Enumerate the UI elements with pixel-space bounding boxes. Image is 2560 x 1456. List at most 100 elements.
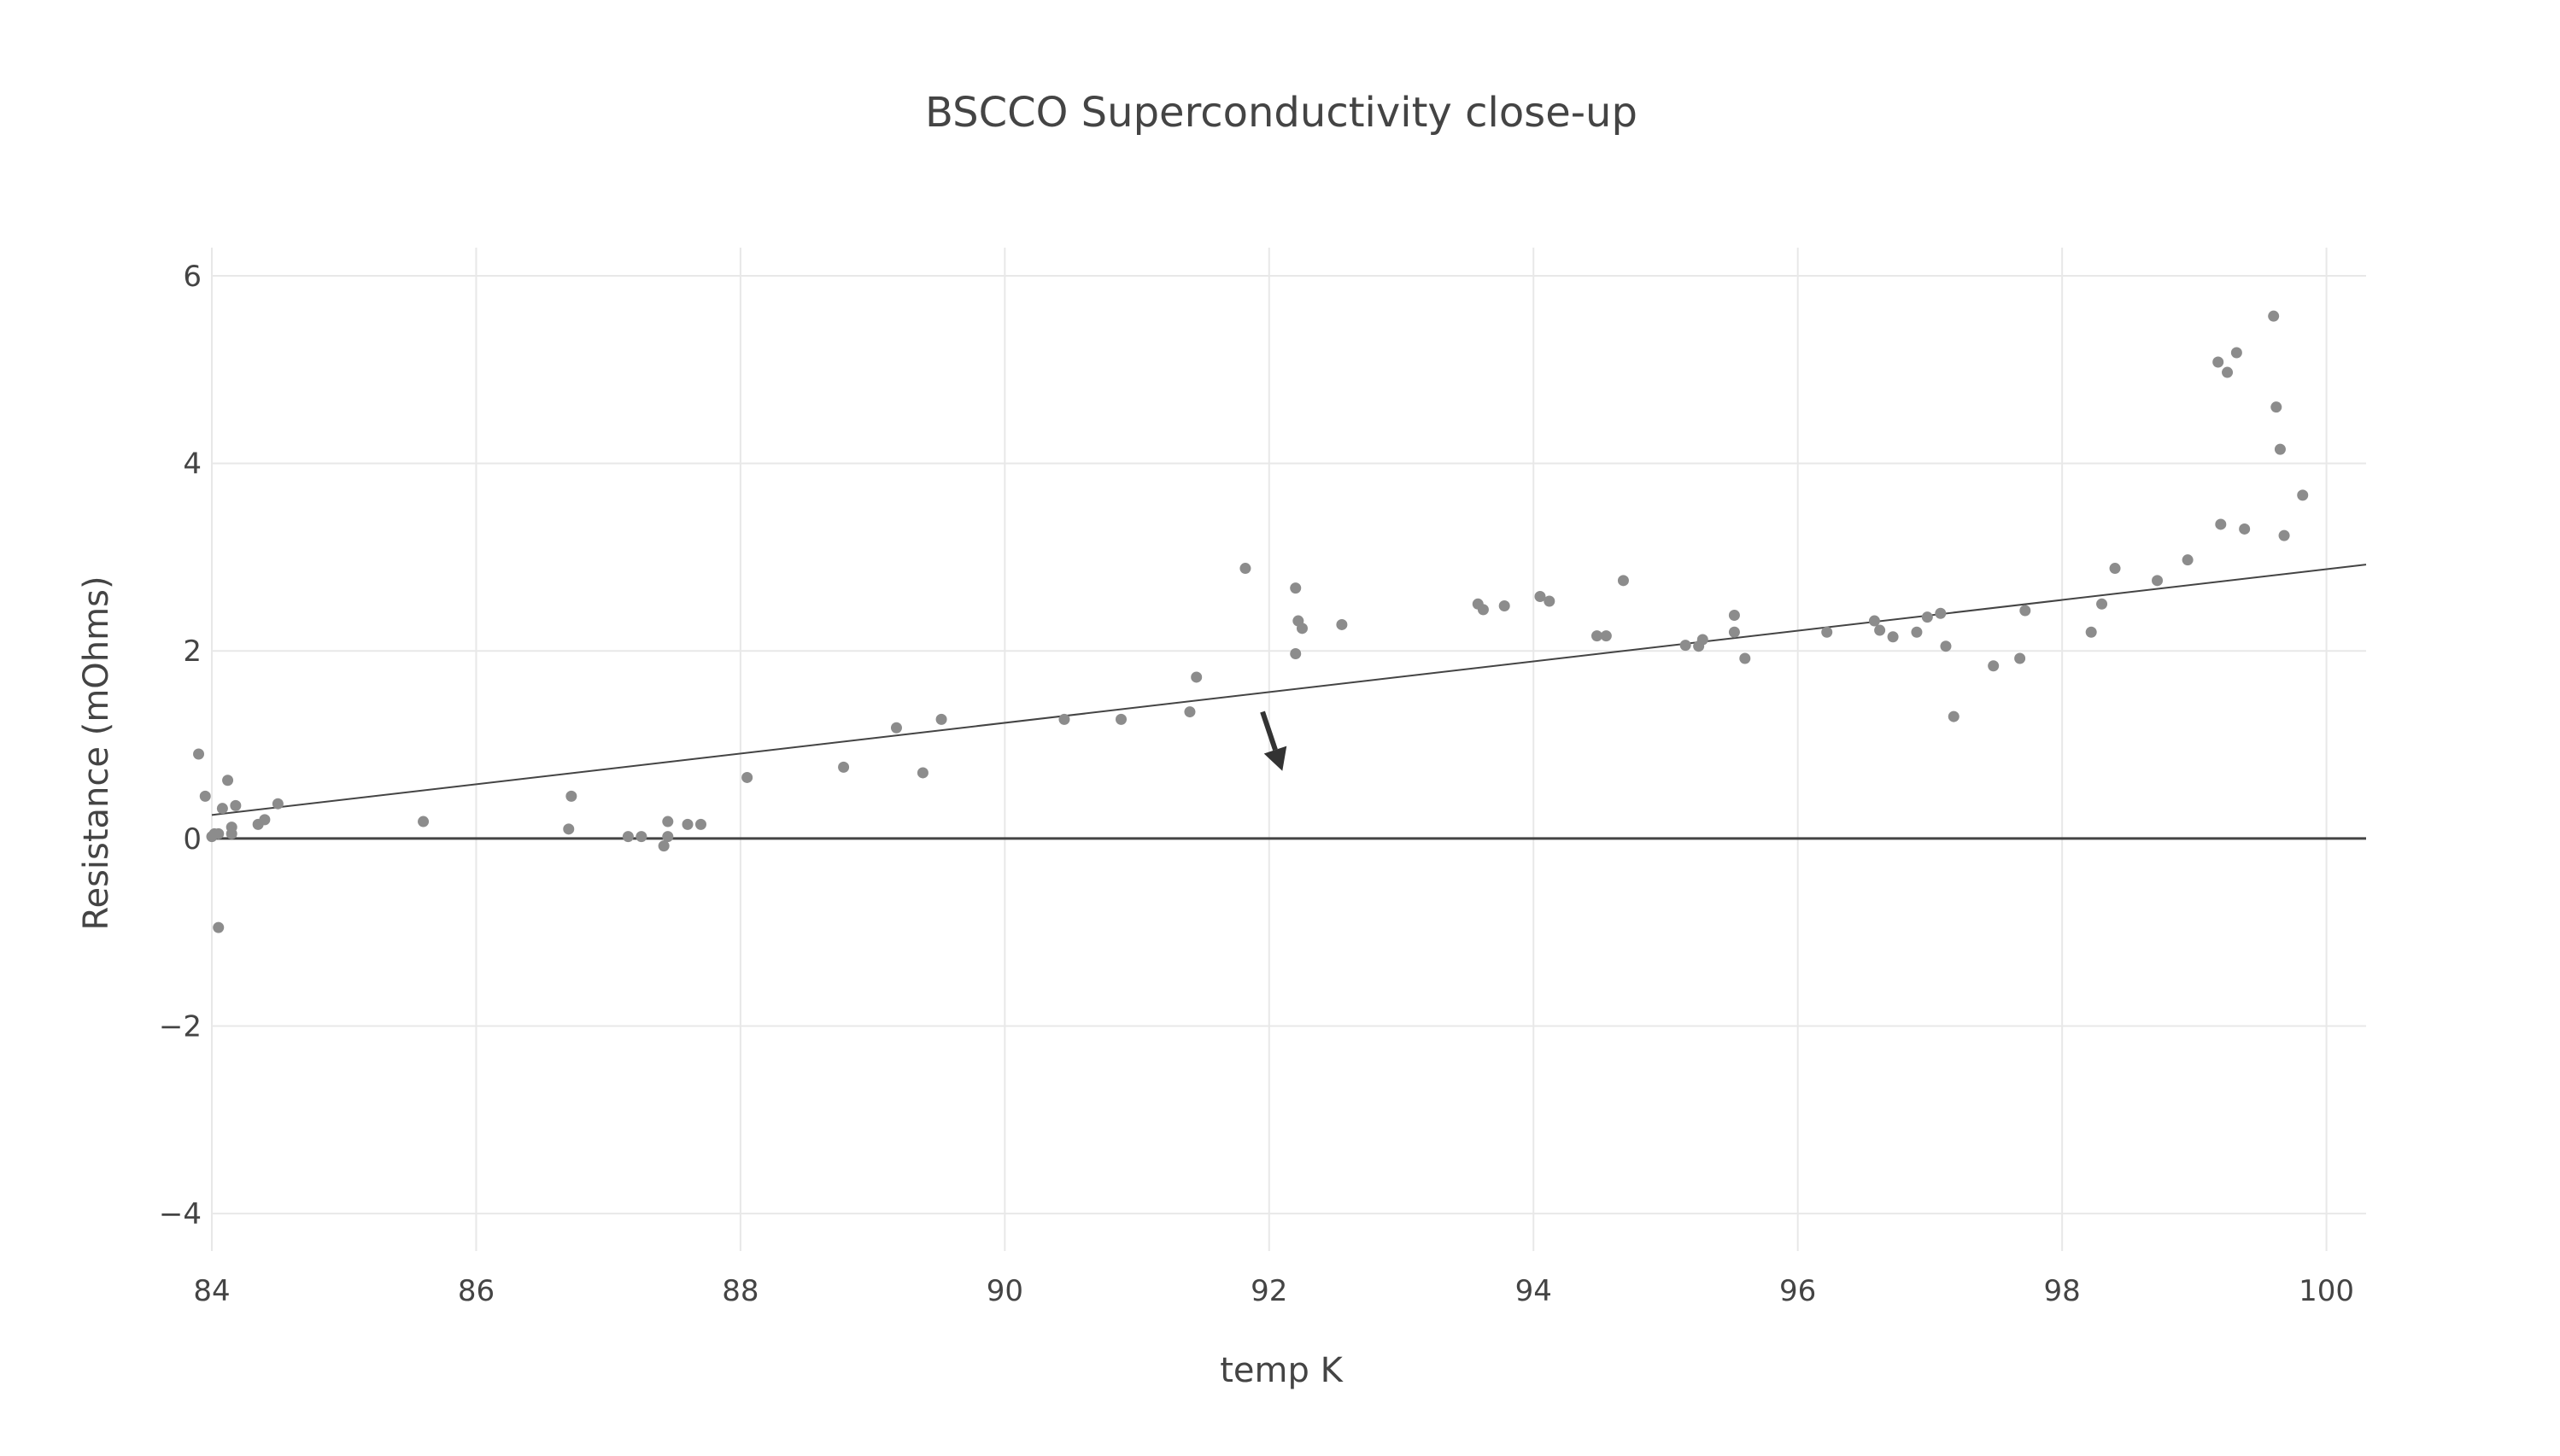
x-tick-label: 90 xyxy=(987,1274,1023,1308)
data-point xyxy=(2019,605,2031,617)
x-tick-label: 84 xyxy=(193,1274,230,1308)
y-tick-label: 4 xyxy=(183,447,202,482)
data-point xyxy=(213,827,225,839)
data-point xyxy=(199,790,211,802)
data-point xyxy=(1336,618,1348,630)
data-point xyxy=(662,816,674,827)
y-tick-label: −4 xyxy=(159,1197,202,1231)
data-point xyxy=(1728,609,1740,621)
x-tick-label: 92 xyxy=(1251,1274,1287,1308)
data-point xyxy=(662,831,674,843)
y-tick-label: 2 xyxy=(183,634,202,669)
x-tick-label: 86 xyxy=(458,1274,495,1308)
annotation-arrow-shaft xyxy=(1260,710,1278,751)
data-point xyxy=(2270,401,2282,413)
data-point xyxy=(1696,634,1708,646)
data-point xyxy=(1874,624,1886,636)
data-point xyxy=(1191,671,1203,683)
x-tick-label: 98 xyxy=(2044,1274,2081,1308)
data-point xyxy=(563,823,575,835)
x-tick-label: 88 xyxy=(722,1274,759,1308)
trendline-layer xyxy=(211,564,2367,816)
data-point xyxy=(935,713,947,725)
data-point xyxy=(1739,652,1751,664)
data-point xyxy=(2230,347,2242,359)
data-point xyxy=(2268,310,2280,322)
data-point xyxy=(216,803,228,815)
data-point xyxy=(1290,647,1302,659)
data-point xyxy=(272,798,284,810)
data-point xyxy=(2274,443,2286,455)
y-tick-label: −2 xyxy=(159,1009,202,1044)
data-point xyxy=(1058,713,1070,725)
data-point xyxy=(1296,623,1308,634)
data-point xyxy=(1821,626,1833,638)
data-point xyxy=(1591,630,1603,642)
x-tick-labels: 84 86 88 90 92 94 96 98 100 xyxy=(193,1274,2354,1308)
trendline xyxy=(211,564,2367,816)
data-point xyxy=(1935,607,1947,619)
data-point xyxy=(1911,626,1923,638)
chart-title: BSCCO Superconductivity close-up xyxy=(925,89,1637,137)
data-point xyxy=(1988,660,2000,672)
y-tick-label: 0 xyxy=(183,822,202,857)
data-point xyxy=(1679,640,1691,652)
annotation-arrow-head xyxy=(1263,746,1287,771)
data-point xyxy=(1534,591,1546,603)
data-point xyxy=(1544,595,1555,607)
data-point xyxy=(226,822,237,833)
data-point xyxy=(193,748,205,760)
data-point xyxy=(741,771,753,783)
data-point xyxy=(1477,604,1489,616)
data-point xyxy=(2215,518,2227,530)
data-point xyxy=(890,722,902,734)
data-point xyxy=(2085,626,2097,638)
data-point xyxy=(2109,563,2121,575)
data-point xyxy=(565,790,577,802)
data-point xyxy=(2222,366,2234,378)
y-axis-title: Resistance (mOhms) xyxy=(77,576,116,930)
data-point xyxy=(1948,710,1960,722)
data-point xyxy=(1116,713,1128,725)
data-point xyxy=(1728,626,1740,638)
data-point xyxy=(658,840,670,852)
y-tick-labels: −4 −2 0 2 4 6 xyxy=(159,260,202,1231)
data-point xyxy=(259,814,271,826)
data-point xyxy=(213,921,225,933)
grid xyxy=(211,248,2366,1251)
data-point xyxy=(636,831,647,843)
data-point xyxy=(1600,630,1612,642)
data-point xyxy=(622,831,634,843)
data-point xyxy=(694,818,706,830)
data-point xyxy=(1940,640,1952,652)
data-point xyxy=(1617,575,1629,587)
x-tick-label: 100 xyxy=(2299,1274,2354,1308)
data-point xyxy=(1498,599,1510,611)
data-point xyxy=(2239,523,2251,535)
data-point xyxy=(1290,582,1302,594)
data-point xyxy=(2278,529,2290,541)
data-point xyxy=(1868,615,1880,627)
data-point xyxy=(2152,575,2164,587)
data-point xyxy=(1239,563,1251,575)
data-point xyxy=(230,799,242,811)
data-point xyxy=(1887,631,1899,643)
data-point xyxy=(1921,611,1933,623)
x-tick-label: 96 xyxy=(1779,1274,1816,1308)
data-point xyxy=(682,818,694,830)
data-point xyxy=(2297,489,2309,501)
data-point xyxy=(2014,652,2026,664)
x-axis-title: temp K xyxy=(1220,1351,1344,1390)
data-point xyxy=(838,761,850,773)
data-point xyxy=(917,767,929,779)
x-tick-label: 94 xyxy=(1515,1274,1552,1308)
data-point xyxy=(418,816,430,827)
y-tick-label: 6 xyxy=(183,260,202,294)
data-point xyxy=(1184,706,1196,718)
data-point xyxy=(222,775,234,786)
data-point xyxy=(2182,554,2194,566)
data-points xyxy=(193,310,2309,933)
data-point xyxy=(2096,598,2108,610)
